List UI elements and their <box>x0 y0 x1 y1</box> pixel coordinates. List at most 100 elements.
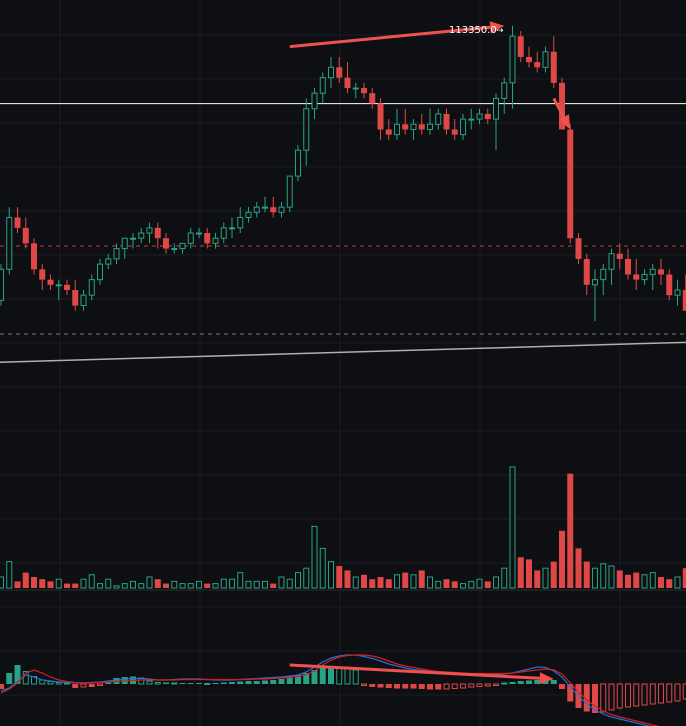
candle-body <box>608 253 615 270</box>
histogram-bar <box>526 680 532 684</box>
volume-bar <box>658 577 664 588</box>
histogram-bar <box>97 683 103 686</box>
volume-bar <box>196 580 202 589</box>
volume-bar <box>14 581 21 588</box>
histogram-bar <box>418 684 425 689</box>
arrow-to-high[interactable] <box>289 21 505 49</box>
arrow-macd-divergence[interactable] <box>289 663 554 685</box>
histogram-bar <box>517 681 524 684</box>
candle-body <box>336 67 343 78</box>
volume-bar <box>526 559 532 588</box>
histogram-bar <box>377 684 384 688</box>
volume-bar <box>204 583 211 588</box>
histogram-bar <box>171 682 178 685</box>
histogram-bar <box>105 681 112 684</box>
volume-bar <box>245 580 252 589</box>
histogram-bar <box>666 683 673 703</box>
histogram-bar <box>385 684 392 688</box>
annotation-arrows[interactable] <box>289 21 571 685</box>
volume-bar <box>179 583 186 589</box>
candle-body <box>80 294 87 307</box>
histogram-bar <box>559 684 565 689</box>
candle-body <box>55 284 62 287</box>
candle-body <box>0 268 4 301</box>
volume-bar <box>377 577 384 588</box>
candle-body <box>509 35 516 84</box>
histogram-bar <box>600 683 607 713</box>
histogram-bar <box>88 684 95 687</box>
volume-bar <box>262 580 268 589</box>
volume-bar <box>253 580 260 589</box>
candle-body <box>666 274 673 296</box>
volume-bar <box>270 583 277 588</box>
volume-bar <box>443 579 450 588</box>
candle-body <box>229 227 235 230</box>
histogram-bar <box>196 683 202 684</box>
candle-body <box>179 242 186 250</box>
candle-body <box>105 258 112 265</box>
volume-bar <box>633 572 640 588</box>
candle-body <box>22 227 29 244</box>
candle-body <box>542 51 549 68</box>
macd-line <box>0 654 652 726</box>
candle-body <box>278 206 285 213</box>
high-price-label: 113350.0 <box>449 25 497 36</box>
volume-bar <box>501 567 508 589</box>
volume-bar <box>352 576 359 589</box>
histogram-bar <box>6 673 13 684</box>
volume-bar <box>319 547 326 589</box>
candle-body <box>187 232 194 244</box>
histogram-bar <box>616 683 623 709</box>
trendline[interactable] <box>0 341 686 363</box>
candle-body <box>130 237 136 240</box>
histogram-bar <box>427 684 433 690</box>
arrow-shaft <box>552 97 566 118</box>
histogram-bar <box>567 684 574 702</box>
histogram-bar <box>674 683 681 702</box>
histogram-bar <box>72 684 79 688</box>
histogram-bar <box>394 684 400 689</box>
candle-body <box>171 248 178 251</box>
candle-body <box>295 149 301 177</box>
candle-body <box>377 103 384 130</box>
volume-bar <box>336 566 343 588</box>
candle-body <box>583 258 590 285</box>
candle-body <box>245 211 252 218</box>
histogram-bar <box>154 682 161 685</box>
histogram-bar <box>237 681 244 684</box>
candle-body <box>121 237 128 250</box>
candle-body <box>204 233 211 244</box>
histogram-bar <box>344 668 351 685</box>
candle-body <box>64 284 70 290</box>
histogram-bar <box>369 684 376 687</box>
volume-bar <box>344 570 351 588</box>
candle-body <box>212 237 219 244</box>
candle-body <box>146 227 153 234</box>
candle-body <box>641 273 648 281</box>
histogram-bar <box>262 680 268 684</box>
arrow-shaft <box>289 25 491 49</box>
histogram-bar <box>336 666 343 685</box>
candle-body <box>113 248 120 260</box>
volume-bar <box>682 568 686 588</box>
histogram-bar <box>47 681 54 685</box>
candles <box>0 25 686 322</box>
volume-bars <box>0 466 686 589</box>
histogram-bar <box>311 670 318 684</box>
histogram-bar <box>625 683 631 708</box>
volume-bar <box>625 574 631 588</box>
volume-bar <box>616 570 623 588</box>
histogram-bar <box>212 683 219 684</box>
histogram-bar <box>493 683 499 686</box>
volume-bar <box>121 583 128 589</box>
histogram-bar <box>229 682 235 684</box>
histogram-bar <box>187 683 194 684</box>
volume-bar <box>0 576 4 589</box>
candle-body <box>352 87 359 90</box>
arrow-down-break[interactable] <box>552 97 571 130</box>
volume-bar <box>295 572 301 589</box>
candle-body <box>592 279 598 286</box>
